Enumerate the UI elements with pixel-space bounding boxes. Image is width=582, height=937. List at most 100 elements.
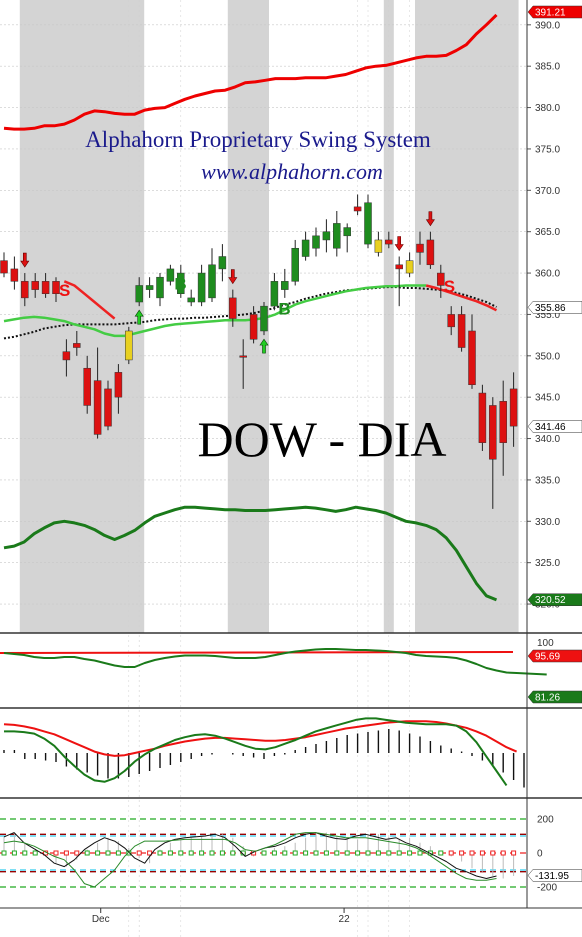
candle-body-21 [218,256,227,270]
candle-body-47 [489,405,497,460]
lower-band-value-bg [527,593,582,606]
candle-body-6 [62,351,71,361]
candle-body-19 [197,272,206,303]
candle-body-49 [509,388,518,427]
tick-label: 340.0 [535,434,560,445]
candle-body-11 [114,372,123,398]
candle-body-31 [322,231,331,241]
osc3-marker [219,850,225,856]
candle-body-16 [166,268,175,282]
osc3-tick: 0 [537,849,543,860]
mid-line-green [3,284,427,338]
osc3-marker [323,850,329,856]
osc3-marker [459,850,465,856]
osc3-marker [95,850,101,856]
osc3-marker [126,850,132,856]
osc3-marker [438,850,444,856]
osc1-red-value: 95.69 [535,652,560,663]
candle-body-12 [125,330,133,361]
tick-label: 365.0 [535,227,560,238]
candle-body-30 [312,235,320,249]
x-axis: Dec 22 [92,908,350,925]
candle-body-26 [270,281,279,307]
tick-label: 330.0 [535,517,560,528]
oscillator-panel-3: 200 0 -200-131.95 [0,815,582,894]
osc3-marker [199,850,205,856]
candle-body-35 [364,202,372,245]
candle-body-48 [499,401,507,443]
main-price-panel: S S B B [0,13,518,602]
tick-label: 380.0 [535,103,560,114]
osc3-marker [407,850,413,856]
candle-body-43 [447,314,455,328]
osc3-marker [11,850,17,856]
candle-body-8 [83,367,91,406]
candle-body-40 [416,243,424,253]
osc3-line [3,832,497,879]
tick-label: 345.0 [535,393,560,404]
candle-body-1 [10,268,19,282]
osc3-marker [365,850,371,856]
osc3-marker [303,850,309,856]
osc3-marker [355,850,361,856]
osc3-marker [261,850,267,856]
close-value: 341.46 [535,422,566,433]
osc3-tick: -200 [537,883,557,894]
mid-value-bg [527,301,582,314]
oscillator-panel-1: 100 95.69 81.26 [0,638,582,704]
candle-body-13 [135,285,143,303]
osc3-marker [32,850,38,856]
candle-body-29 [301,239,310,257]
candle-body-17 [177,272,185,294]
candle-body-46 [478,392,487,443]
candle-body-10 [104,388,112,427]
osc3-marker [53,850,59,856]
candle-body-9 [93,380,102,435]
candle-body-25 [260,305,268,332]
osc3-marker [1,850,7,856]
osc3-marker [84,850,90,856]
candle-body-23 [239,355,247,358]
candle-body-2 [21,281,29,299]
osc3-marker [230,850,236,856]
candle-body-34 [353,206,362,212]
sell-arrow-icon [394,236,404,252]
candle-body-22 [229,297,237,319]
osc3-marker [511,850,517,856]
sell-signal-label: S [444,277,455,296]
candle-body-24 [249,314,258,340]
tick-label: 390.0 [535,20,560,31]
mid-line-red [425,284,498,312]
x-label: Dec [92,914,110,925]
osc1-green-tag-bg [527,690,582,704]
x-label: 22 [339,914,351,925]
osc3-marker [334,850,340,856]
buy-arrow-icon [259,338,269,354]
osc1-red-line [0,651,514,654]
candle-body-33 [343,227,351,237]
osc2-green-line [4,717,508,786]
sell-arrow-icon [425,211,435,227]
tick-label: 355.0 [535,310,560,321]
sell-arrow-icon [228,269,238,285]
candle-body-7 [73,343,81,348]
osc3-marker [292,850,298,856]
candle-body-32 [333,223,341,249]
sell-arrow-icon [20,252,30,268]
candle-body-18 [187,297,195,303]
gridlines [0,0,527,937]
candle-body-36 [374,239,383,253]
osc3-marker [375,850,381,856]
osc3-marker [417,850,423,856]
candle-body-37 [385,239,393,245]
buy-signal-label: B [278,299,290,318]
candle-body-3 [31,281,39,290]
dotted-average [3,286,497,340]
upper-band-value-bg [527,5,582,19]
tick-label: 375.0 [535,144,560,155]
upper-band [3,13,498,131]
candle-body-27 [281,281,289,290]
tick-label: 370.0 [535,186,560,197]
tick-label: 325.0 [535,558,560,569]
mid-line-red-early [63,280,116,320]
